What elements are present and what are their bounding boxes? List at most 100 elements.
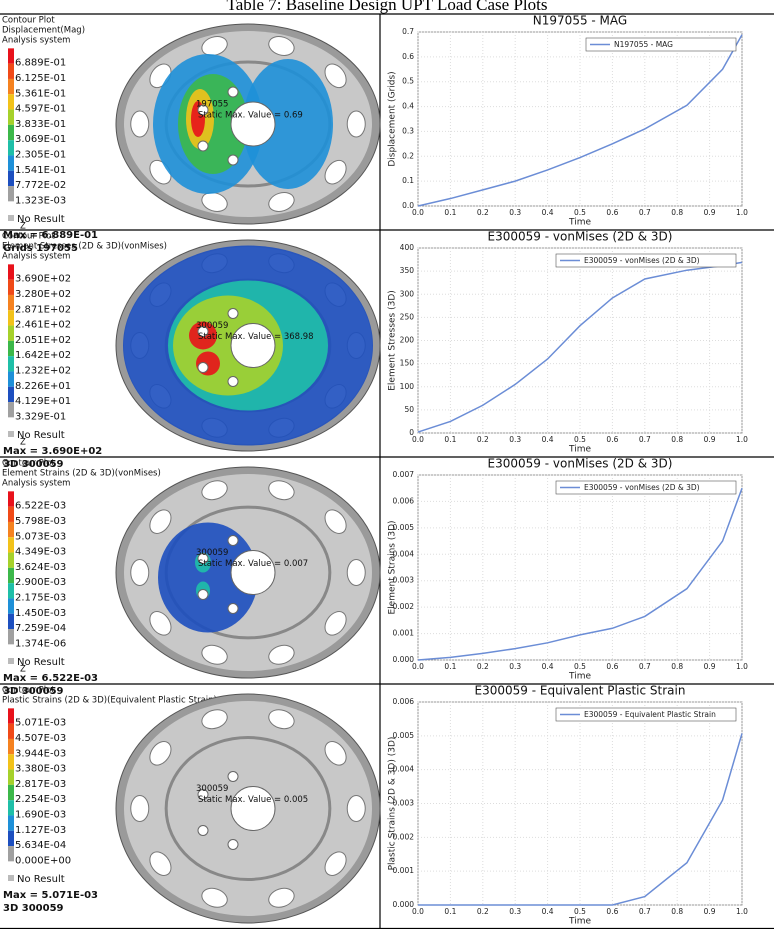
legend-value: 3.624E-03 (15, 562, 66, 573)
y-tick-label: 350 (400, 266, 415, 275)
no-result-swatch (8, 658, 14, 664)
x-axis-label: Time (568, 445, 591, 455)
legend-swatch (8, 295, 14, 310)
x-tick-label: 0.5 (574, 907, 586, 916)
x-tick-label: 0.7 (639, 208, 651, 217)
x-tick-label: 0.3 (509, 435, 521, 444)
center-bore (231, 102, 275, 146)
x-tick-label: 0.2 (477, 907, 489, 916)
x-tick-label: 0.3 (509, 208, 521, 217)
max-value: Max = 3.690E+02 (3, 446, 102, 457)
y-tick-label: 150 (400, 359, 415, 368)
legend-value: 2.051E+02 (15, 335, 71, 346)
max-annotation: Static Max. Value = 0.007 (198, 559, 308, 569)
x-tick-label: 0.9 (704, 662, 716, 671)
node-id: 300059 (196, 548, 228, 558)
y-tick-label: 0.1 (402, 176, 414, 185)
legend-value: 2.871E+02 (15, 304, 71, 315)
max-annotation: Static Max. Value = 0.69 (198, 111, 303, 121)
legend-value: 4.349E-03 (15, 547, 66, 558)
y-tick-label: 0.3 (402, 126, 414, 135)
node-id: 300059 (196, 321, 228, 331)
x-tick-label: 0.9 (704, 435, 716, 444)
center-bore (231, 324, 275, 368)
x-tick-label: 1.0 (736, 208, 748, 217)
bolt-hole (228, 377, 238, 387)
y-tick-label: 0.006 (393, 697, 415, 706)
x-tick-label: 0.4 (542, 662, 554, 671)
legend-value: 2.817E-03 (15, 779, 66, 790)
x-tick-label: 0.2 (477, 435, 489, 444)
vent-hole (131, 796, 149, 822)
y-tick-label: 0.000 (393, 900, 415, 909)
legend-swatch (8, 770, 14, 785)
legend-swatch (8, 739, 14, 754)
legend-swatch (8, 186, 14, 201)
legend-swatch (8, 371, 14, 386)
legend-value: 5.071E-03 (15, 718, 66, 729)
y-tick-label: 100 (400, 382, 415, 391)
legend-value: 3.380E-03 (15, 764, 66, 775)
x-tick-label: 0.8 (671, 208, 683, 217)
y-axis-label: Element Stresses (3D) (388, 290, 398, 391)
x-tick-label: 0.1 (444, 662, 456, 671)
legend-swatch (8, 629, 14, 644)
x-tick-label: 0.8 (671, 435, 683, 444)
legend-swatch (8, 800, 14, 815)
legend-swatch (8, 387, 14, 402)
x-tick-label: 0.7 (639, 907, 651, 916)
node-id: 197055 (196, 100, 228, 110)
legend-swatch (8, 64, 14, 79)
bolt-hole (228, 536, 238, 546)
legend-swatch (8, 537, 14, 552)
chart-title: N197055 - MAG (533, 14, 627, 28)
x-tick-label: 0.0 (412, 208, 424, 217)
x-tick-label: 0.6 (606, 907, 618, 916)
legend-swatch (8, 598, 14, 613)
legend-value: 7.259E-04 (15, 623, 66, 634)
legend-swatch (8, 815, 14, 830)
legend-swatch (8, 507, 14, 522)
bolt-hole (228, 309, 238, 319)
legend-swatch (8, 553, 14, 568)
x-tick-label: 0.0 (412, 907, 424, 916)
contour-header: Element Stresses (2D & 3D)(vonMises) (2, 242, 167, 252)
y-tick-label: 0.5 (402, 77, 414, 86)
legend-value: 5.073E-03 (15, 531, 66, 542)
legend-value: 6.522E-03 (15, 501, 66, 512)
legend-swatch (8, 724, 14, 739)
bolt-hole (198, 826, 208, 836)
legend-value: 1.323E-03 (15, 195, 66, 206)
legend-swatch (8, 831, 14, 846)
legend-value: 1.642E+02 (15, 350, 71, 361)
no-result: No Result (17, 874, 65, 885)
x-tick-label: 0.4 (542, 907, 554, 916)
x-tick-label: 0.2 (477, 208, 489, 217)
legend-label: E300059 - Equivalent Plastic Strain (584, 710, 716, 719)
x-tick-label: 0.8 (671, 662, 683, 671)
max-annotation: Static Max. Value = 368.98 (198, 332, 314, 342)
no-result-swatch (8, 431, 14, 437)
legend-value: 2.900E-03 (15, 577, 66, 588)
legend-swatch (8, 264, 14, 279)
legend-value: 3.069E-01 (15, 134, 66, 145)
x-tick-label: 0.8 (671, 907, 683, 916)
no-result-swatch (8, 215, 14, 221)
legend-value: 6.125E-01 (15, 73, 66, 84)
x-tick-label: 0.5 (574, 208, 586, 217)
legend-swatch (8, 79, 14, 94)
vent-hole (347, 560, 365, 586)
x-tick-label: 0.0 (412, 662, 424, 671)
x-tick-label: 0.3 (509, 662, 521, 671)
y-tick-label: 50 (404, 405, 414, 414)
legend-label: N197055 - MAG (614, 40, 673, 49)
x-tick-label: 0.6 (606, 435, 618, 444)
bolt-hole (228, 840, 238, 850)
contour-header: Contour Plot (2, 232, 55, 242)
y-tick-label: 0.7 (402, 27, 414, 36)
legend-value: 3.280E+02 (15, 289, 71, 300)
legend-value: 3.329E-01 (15, 411, 66, 422)
x-tick-label: 1.0 (736, 907, 748, 916)
legend-swatch (8, 754, 14, 769)
legend-swatch (8, 140, 14, 155)
